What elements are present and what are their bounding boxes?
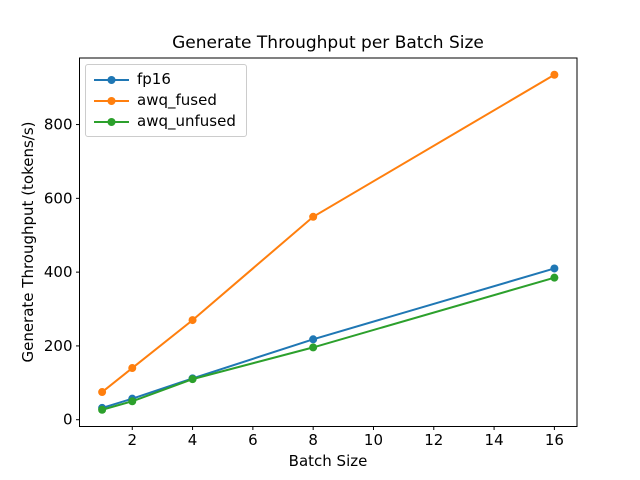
y-tick-label: 600 xyxy=(44,189,73,207)
legend-entry-awq-unfused: awq_unfused xyxy=(93,111,236,132)
legend-label: fp16 xyxy=(137,70,171,88)
legend-line-marker-icon xyxy=(94,75,129,84)
x-tick-label: 8 xyxy=(308,431,318,449)
series-marker-fp16 xyxy=(550,264,559,273)
x-tick-label: 12 xyxy=(424,431,443,449)
series-marker-awq_fused xyxy=(309,212,318,221)
y-tick-label: 800 xyxy=(44,116,73,134)
series-marker-awq_fused xyxy=(550,70,559,79)
legend-line-marker-icon xyxy=(94,96,129,105)
series-marker-awq_fused xyxy=(98,388,107,397)
chart-title: Generate Throughput per Batch Size xyxy=(172,33,484,53)
legend-entry-fp16: fp16 xyxy=(93,69,236,90)
x-axis-label: Batch Size xyxy=(288,452,368,470)
series-marker-awq_fused xyxy=(188,316,197,325)
axes-spines xyxy=(79,57,578,427)
x-tick-label: 4 xyxy=(188,431,198,449)
x-tick-label: 14 xyxy=(485,431,504,449)
legend-entry-awq-fused: awq_fused xyxy=(93,90,236,111)
series-marker-awq_unfused xyxy=(98,405,107,414)
x-tick-label: 16 xyxy=(545,431,564,449)
legend-line-marker-icon xyxy=(94,117,129,126)
series-marker-awq_unfused xyxy=(188,375,197,384)
x-tick-label: 6 xyxy=(248,431,258,449)
series-marker-awq_unfused xyxy=(128,397,137,406)
y-tick-label: 0 xyxy=(63,411,73,429)
x-tick-label: 2 xyxy=(127,431,137,449)
series-marker-awq_unfused xyxy=(550,273,559,282)
legend-label: awq_unfused xyxy=(137,112,236,130)
y-tick-label: 400 xyxy=(44,263,73,281)
series-marker-awq_fused xyxy=(128,364,137,373)
series-marker-awq_unfused xyxy=(309,343,318,352)
x-tick-label: 10 xyxy=(364,431,383,449)
y-tick-label: 200 xyxy=(44,337,73,355)
legend: fp16 awq_fused awq_unfused xyxy=(85,64,247,137)
series-marker-fp16 xyxy=(309,335,318,344)
legend-label: awq_fused xyxy=(137,91,217,109)
y-axis-label: Generate Throughput (tokens/s) xyxy=(19,121,37,363)
series-line-awq_unfused xyxy=(101,276,556,411)
